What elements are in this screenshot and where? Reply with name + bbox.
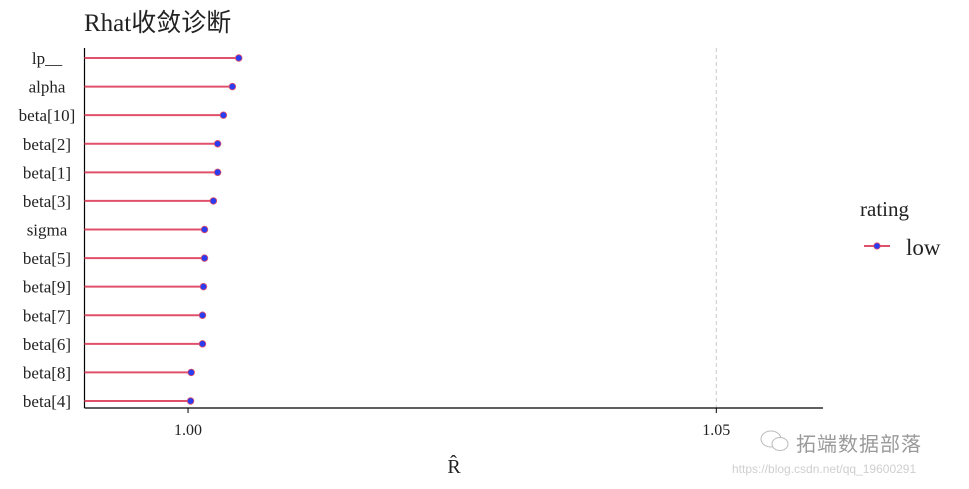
chart-title: Rhat收敛诊断 [84, 9, 231, 37]
lollipop-point [209, 197, 218, 205]
y-tick-label: beta[4] [23, 392, 71, 411]
y-tick-label: sigma [27, 221, 68, 240]
lollipop-point [213, 140, 222, 148]
x-tick-label: 1.00 [174, 422, 202, 439]
y-tick-label: beta[3] [23, 192, 71, 211]
wechat-logo-icon [760, 430, 789, 451]
lollipop-point [219, 111, 228, 119]
y-tick-label: beta[6] [23, 335, 71, 354]
y-tick-label: beta[5] [23, 249, 71, 268]
lollipop-point [199, 282, 208, 291]
lollipop-point [228, 82, 237, 91]
lollipop-point [198, 340, 207, 348]
lollipop-point [186, 397, 195, 405]
lollipop-point [198, 311, 207, 319]
lollipop-point [235, 54, 243, 62]
watermark-url: https://blog.csdn.net/qq_19600291 [732, 462, 917, 476]
y-tick-label: beta[9] [23, 278, 71, 297]
x-axis-label: R̂ [447, 454, 461, 478]
y-tick-label: beta[1] [23, 163, 71, 182]
lollipop-point [213, 168, 222, 177]
legend-title: rating [860, 197, 909, 221]
y-tick-label: beta[10] [19, 106, 76, 125]
y-tick-label: beta[7] [23, 306, 71, 325]
lollipop-point [200, 225, 209, 234]
x-tick-label: 1.05 [702, 422, 730, 439]
legend-entry-low: low [906, 235, 941, 260]
watermark: 拓端数据部落 https://blog.csdn.net/qq_19600291 [732, 428, 922, 476]
y-tick-label: alpha [29, 78, 66, 97]
legend-point-key [873, 242, 881, 250]
watermark-name: 拓端数据部落 [796, 432, 922, 456]
y-tick-label: beta[2] [23, 135, 71, 154]
lollipop-point [187, 368, 195, 377]
y-tick-label: beta[8] [23, 363, 71, 382]
lollipop-point [200, 254, 209, 262]
y-tick-label: lp__ [32, 49, 63, 68]
